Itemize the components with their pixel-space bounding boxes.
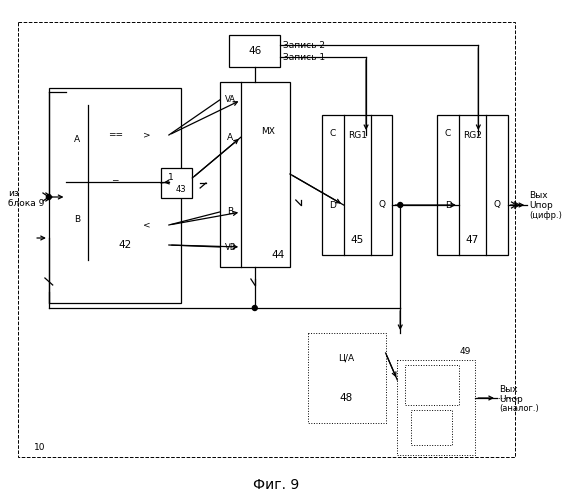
- Text: 49: 49: [459, 348, 471, 356]
- Text: A: A: [227, 132, 234, 141]
- Bar: [397, 360, 475, 455]
- Circle shape: [46, 194, 51, 200]
- Circle shape: [252, 306, 257, 310]
- Bar: [322, 115, 392, 255]
- Text: D: D: [445, 200, 451, 209]
- Text: C: C: [330, 128, 336, 138]
- Text: 43: 43: [175, 186, 186, 194]
- Text: ==: ==: [108, 130, 122, 140]
- Text: Uпор: Uпор: [529, 202, 553, 210]
- Bar: [437, 115, 507, 255]
- Text: C: C: [445, 128, 451, 138]
- Text: A: A: [74, 136, 80, 144]
- Text: B: B: [74, 216, 80, 224]
- Text: из: из: [8, 188, 19, 198]
- Text: B: B: [227, 208, 234, 216]
- Text: Запись 1: Запись 1: [283, 52, 325, 62]
- Bar: [66, 105, 169, 260]
- Text: <: <: [143, 220, 150, 230]
- Text: 48: 48: [340, 393, 353, 403]
- Bar: [411, 410, 452, 445]
- Text: VA: VA: [225, 96, 236, 104]
- Bar: [230, 35, 280, 67]
- Text: 45: 45: [350, 235, 364, 245]
- Text: Фиг. 9: Фиг. 9: [253, 478, 299, 492]
- Text: =: =: [112, 178, 119, 186]
- Circle shape: [398, 202, 403, 207]
- Text: Q: Q: [493, 200, 501, 209]
- Text: (цифр.): (цифр.): [529, 212, 562, 220]
- Text: 42: 42: [119, 240, 132, 250]
- Text: (аналог.): (аналог.): [499, 404, 539, 413]
- Text: >: >: [143, 130, 150, 140]
- Text: Q: Q: [378, 200, 385, 209]
- Text: RG2: RG2: [463, 130, 482, 140]
- Text: 47: 47: [466, 235, 479, 245]
- Text: VB: VB: [225, 242, 236, 252]
- Bar: [307, 333, 386, 423]
- Text: D: D: [329, 200, 336, 209]
- Text: RG1: RG1: [348, 130, 367, 140]
- Text: Вых: Вых: [499, 384, 518, 394]
- Text: Запись 2: Запись 2: [283, 40, 325, 50]
- Text: блока 9: блока 9: [8, 198, 44, 207]
- Text: Uпор: Uпор: [499, 394, 523, 404]
- Bar: [219, 82, 290, 267]
- Bar: [18, 22, 515, 457]
- Text: 44: 44: [272, 250, 285, 260]
- Text: MX: MX: [261, 128, 276, 136]
- Bar: [405, 365, 459, 405]
- Bar: [161, 168, 192, 198]
- Text: Ц/А: Ц/А: [338, 354, 354, 362]
- Bar: [49, 88, 181, 303]
- Text: 1: 1: [168, 174, 174, 182]
- Text: Вых: Вых: [529, 192, 548, 200]
- Text: 10: 10: [34, 442, 46, 452]
- Text: 46: 46: [248, 46, 261, 56]
